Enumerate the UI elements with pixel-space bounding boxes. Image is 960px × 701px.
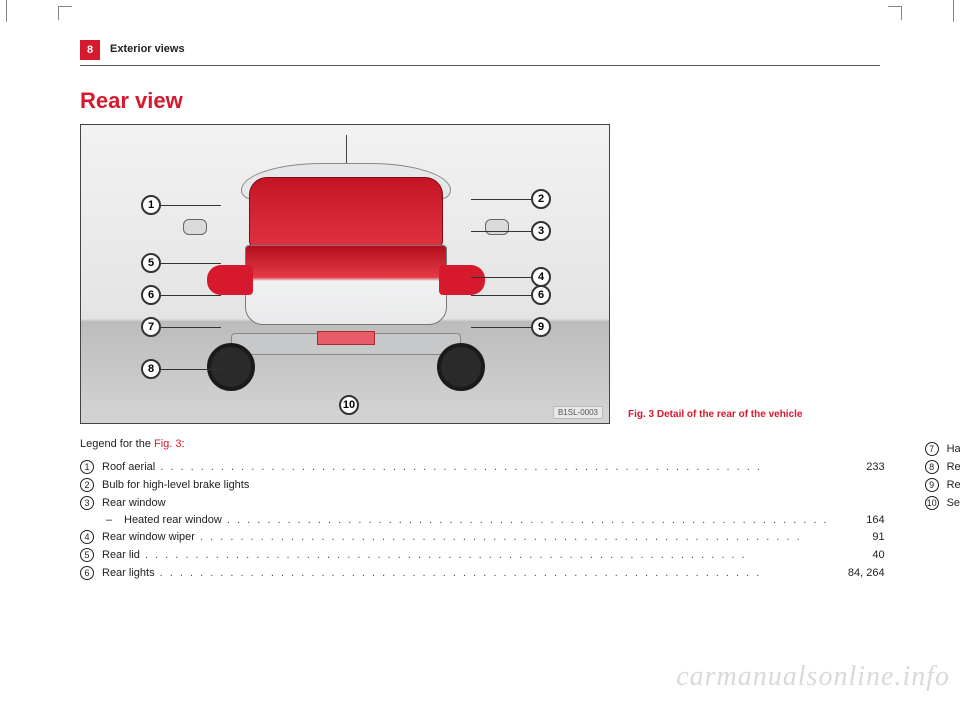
legend-intro-prefix: Legend for the	[80, 438, 154, 450]
legend-page: 91	[829, 531, 885, 543]
car-rear-window	[249, 177, 443, 249]
page-header: 8 Exterior views	[80, 40, 880, 66]
breadcrumb: Exterior views	[110, 43, 185, 55]
leader-line	[161, 369, 221, 370]
leader-line	[471, 277, 531, 278]
leader-line	[471, 327, 531, 328]
legend-label: Rear number plate holder	[947, 479, 960, 491]
callout-8: 8	[141, 359, 161, 379]
page-content: 8 Exterior views Rear view B1S	[80, 40, 880, 661]
legend-label: Rear lights	[102, 567, 829, 579]
callout-9-r: 9	[531, 317, 551, 337]
car-taillight-left	[207, 265, 253, 295]
callout-10: 10	[339, 395, 359, 415]
legend-item: 7 Handle with button for opening the rear…	[925, 442, 960, 456]
legend-label: Handle with button for opening the rear …	[947, 443, 960, 455]
figure-frame: B1SL-0003 156782346910	[80, 124, 610, 424]
legend-bullet: 10	[925, 496, 939, 510]
legend-label: Sensors for the parking distance warning…	[947, 497, 960, 509]
legend-item: 6 Rear lights84, 264	[80, 566, 885, 580]
legend-label: Rear lid	[102, 549, 829, 561]
legend-item: –Heated rear window164	[80, 514, 885, 526]
legend-bullet: 5	[80, 548, 94, 562]
leader-line	[161, 295, 221, 296]
callout-4-r: 4	[531, 267, 551, 287]
legend-page: 40	[829, 549, 885, 561]
figure-caption: Fig. 3 Detail of the rear of the vehicle	[628, 409, 803, 424]
leader-line	[471, 199, 531, 200]
car-plate	[317, 331, 375, 345]
car-taillight-right	[439, 265, 485, 295]
legend-row: Legend for the Fig. 3: 1Roof aerial2332B…	[80, 438, 880, 584]
section-title: Rear view	[80, 88, 880, 114]
legend-col-right: 7 Handle with button for opening the rear…	[925, 438, 960, 584]
callout-3-r: 3	[531, 221, 551, 241]
crop-line-right	[953, 0, 954, 22]
legend-col-left: Legend for the Fig. 3: 1 Roof aerial233 2B…	[80, 438, 885, 584]
car-antenna	[346, 135, 347, 165]
legend-label: Bulb for high-level brake lights	[102, 479, 829, 491]
leader-line	[161, 205, 221, 206]
legend-label: Rear window wiper	[102, 531, 829, 543]
legend-item: 3 Rear window	[80, 496, 885, 510]
legend-bullet: 9	[925, 478, 939, 492]
car-wheel-right	[437, 343, 485, 391]
callout-1: 1	[141, 195, 161, 215]
callout-7: 7	[141, 317, 161, 337]
leader-line	[471, 295, 531, 296]
legend-bullet: 8	[925, 460, 939, 474]
crop-corner-tl	[58, 6, 72, 20]
sub-dash: –	[102, 514, 116, 526]
legend-item: 4 Rear window wiper91	[80, 530, 885, 544]
legend-fig-ref: Fig. 3	[154, 438, 182, 450]
crop-line-left	[6, 0, 7, 22]
crop-corner-tr	[888, 6, 902, 20]
page-number-tab: 8	[80, 40, 100, 60]
legend-bullet: 2	[80, 478, 94, 492]
legend-intro-suffix: :	[182, 438, 185, 450]
car-rear-door	[245, 245, 447, 325]
callout-6-r: 6	[531, 285, 551, 305]
figure-code: B1SL-0003	[553, 406, 603, 419]
callout-6: 6	[141, 285, 161, 305]
legend-bullet: 4	[80, 530, 94, 544]
legend-label: Rear window	[102, 497, 829, 509]
legend-label: Heated rear window	[124, 514, 829, 526]
car-mirror-right	[485, 219, 509, 235]
callout-5: 5	[141, 253, 161, 273]
callout-2-r: 2	[531, 189, 551, 209]
legend-page: 233	[829, 461, 885, 473]
legend-page: 84, 264	[829, 567, 885, 579]
legend-bullet: 3	[80, 496, 94, 510]
legend-item: 2 Bulb for high-level brake lights	[80, 478, 885, 492]
legend-bullet: 7	[925, 442, 939, 456]
car-wheel-left	[207, 343, 255, 391]
legend-label: Registration plate light	[947, 461, 960, 473]
legend-bullet: 1	[80, 460, 94, 474]
legend-intro: Legend for the Fig. 3:	[80, 438, 885, 450]
legend-item: 5 Rear lid40	[80, 548, 885, 562]
watermark: carmanualsonline.info	[676, 661, 950, 693]
legend-bullet: 6	[80, 566, 94, 580]
legend-label: Roof aerial	[102, 461, 829, 473]
leader-line	[161, 263, 221, 264]
leader-line	[161, 327, 221, 328]
legend-item: 9 Rear number plate holder	[925, 478, 960, 492]
legend-item: 8Registration plate light264	[925, 460, 960, 474]
legend-page: 164	[829, 514, 885, 526]
legend-item: 10 Sensors for the parking distance warni…	[925, 496, 960, 510]
leader-line	[471, 231, 531, 232]
legend-item: 1 Roof aerial233	[80, 460, 885, 474]
car-mirror-left	[183, 219, 207, 235]
figure-row: B1SL-0003 156782346910 Fig. 3 Detail of …	[80, 124, 880, 424]
